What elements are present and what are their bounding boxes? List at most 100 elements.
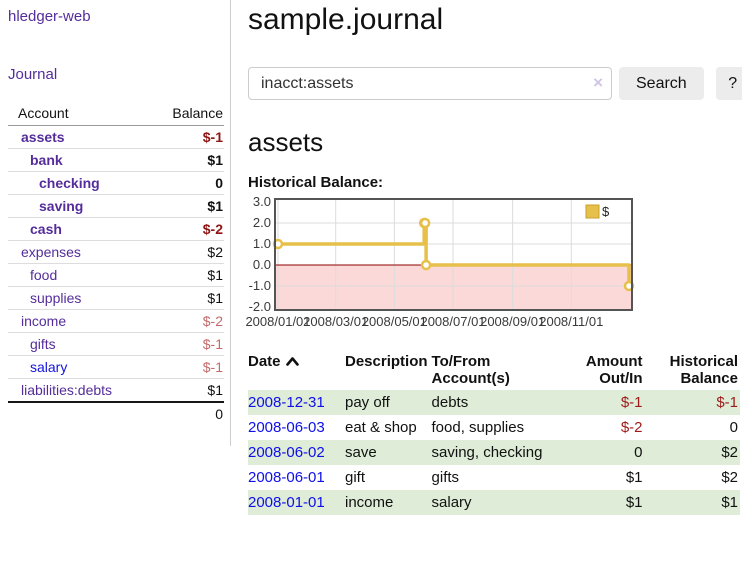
transaction-date-link[interactable]: 2008-01-01 — [248, 494, 325, 511]
search-input-wrap: × — [248, 67, 612, 100]
account-row: assets $-1 — [8, 125, 224, 149]
account-link-checking[interactable]: checking — [39, 175, 100, 191]
account-row: liabilities:debts $1 — [8, 378, 224, 403]
app-title-link[interactable]: hledger-web — [8, 8, 91, 25]
transaction-description: gift — [345, 469, 366, 486]
account-link-income[interactable]: income — [21, 313, 67, 329]
transaction-row[interactable]: 2008-12-31 pay off debts $-1 $-1 — [248, 390, 740, 415]
search-button[interactable]: Search — [619, 67, 704, 100]
transaction-row[interactable]: 2008-01-01 income salary $1 $1 — [248, 490, 740, 515]
transaction-date-link[interactable]: 2008-12-31 — [248, 394, 325, 411]
transaction-accounts: saving, checking — [431, 444, 543, 461]
transaction-row[interactable]: 2008-06-01 gift gifts $1 $2 — [248, 465, 740, 490]
account-row: food $1 — [8, 263, 224, 287]
transaction-amount: $-2 — [620, 419, 643, 436]
transaction-accounts: gifts — [431, 469, 460, 486]
transaction-date-link[interactable]: 2008-06-03 — [248, 419, 325, 436]
legend-label: $ — [602, 204, 610, 219]
x-tick-label: 2008/11/01 — [539, 314, 603, 329]
col-description: Description — [345, 353, 428, 370]
y-tick-label: 2.0 — [253, 215, 271, 230]
account-row: expenses $2 — [8, 240, 224, 264]
transaction-row[interactable]: 2008-06-03 eat & shop food, supplies $-2 0 — [248, 415, 740, 440]
transaction-balance: $2 — [721, 444, 738, 461]
transaction-amount: $-1 — [620, 394, 643, 411]
transaction-balance: $-1 — [716, 394, 738, 411]
account-link-saving[interactable]: saving — [39, 198, 84, 214]
account-balance: $1 — [143, 194, 224, 218]
page: hledger-web Journal Account Balance asse… — [0, 0, 742, 515]
account-balance: $1 — [143, 263, 224, 287]
transactions-table: Date Description To/From Account(s) Amou… — [248, 350, 740, 515]
account-row: supplies $1 — [8, 286, 224, 310]
transaction-description: eat & shop — [345, 419, 417, 436]
transaction-accounts: salary — [431, 494, 472, 511]
col-balance: Historical Balance — [669, 353, 738, 387]
transaction-amount: $1 — [625, 494, 643, 511]
account-row: saving $1 — [8, 194, 224, 218]
col-date[interactable]: Date — [248, 350, 345, 390]
transactions-header-row: Date Description To/From Account(s) Amou… — [248, 350, 740, 390]
y-tick-label: 3.0 — [253, 195, 271, 209]
col-amount: Amount Out/In — [585, 353, 643, 387]
y-tick-label: 1.0 — [253, 236, 271, 251]
sidebar-item-journal[interactable]: Journal — [8, 66, 58, 83]
accounts-header-account: Account — [8, 102, 144, 126]
account-link-food[interactable]: food — [30, 267, 58, 283]
accounts-table: Account Balance assets $-1 bank $1 checking 0… — [8, 102, 224, 425]
account-balance: $-1 — [143, 125, 224, 149]
transaction-description: income — [345, 494, 394, 511]
account-link-assets[interactable]: assets — [21, 129, 65, 145]
account-link-expenses[interactable]: expenses — [21, 244, 81, 260]
accounts-header-row: Account Balance — [8, 102, 224, 126]
transaction-date-link[interactable]: 2008-06-02 — [248, 444, 325, 461]
clear-search-icon[interactable]: × — [593, 73, 603, 92]
x-tick-label: 2008/09/01 — [480, 314, 545, 329]
transaction-description: pay off — [345, 394, 390, 411]
account-row: bank $1 — [8, 148, 224, 172]
account-balance: $2 — [143, 240, 224, 264]
search-form: × Search ? — [248, 67, 742, 100]
account-link-gifts[interactable]: gifts — [30, 336, 56, 352]
transaction-accounts: food, supplies — [431, 419, 525, 436]
y-tick-label: -1.0 — [249, 278, 271, 293]
page-title: sample.journal — [248, 3, 444, 36]
y-tick-label: -2.0 — [249, 299, 271, 314]
account-balance: $-2 — [143, 217, 224, 241]
x-tick-label: 2008/07/01 — [420, 314, 485, 329]
help-button[interactable]: ? — [715, 67, 742, 100]
transaction-row[interactable]: 2008-06-02 save saving, checking 0 $2 — [248, 440, 740, 465]
data-point-marker — [419, 217, 431, 229]
col-accounts: To/From Account(s) — [431, 353, 510, 387]
transaction-accounts: debts — [431, 394, 469, 411]
account-row: gifts $-1 — [8, 332, 224, 356]
account-link-supplies[interactable]: supplies — [30, 290, 82, 306]
search-input[interactable] — [248, 67, 612, 100]
y-tick-label: 0.0 — [253, 257, 271, 272]
account-row: income $-2 — [8, 309, 224, 333]
account-balance: $-1 — [143, 332, 224, 356]
accounts-total: 0 — [143, 401, 224, 425]
account-balance: $1 — [143, 286, 224, 310]
account-link-liabilities-debts[interactable]: liabilities:debts — [21, 382, 113, 398]
account-balance: $-2 — [143, 309, 224, 333]
transaction-date-link[interactable]: 2008-06-01 — [248, 469, 325, 486]
x-tick-label: 2008/01/01 — [245, 314, 310, 329]
transaction-amount: $1 — [625, 469, 643, 486]
transaction-amount: 0 — [634, 444, 643, 461]
account-balance: $-1 — [143, 355, 224, 379]
data-point-marker — [420, 259, 432, 271]
account-link-cash[interactable]: cash — [30, 221, 62, 237]
account-link-bank[interactable]: bank — [30, 152, 63, 168]
account-balance: $1 — [143, 148, 224, 172]
account-balance: $1 — [143, 378, 224, 403]
transaction-balance: 0 — [729, 419, 738, 436]
account-link-salary[interactable]: salary — [30, 359, 68, 375]
account-row: checking 0 — [8, 171, 224, 195]
historical-balance-chart: 3.0 2.0 1.0 0.0 -1.0 -2.0 2008/01/01 2008/03/01… — [240, 195, 742, 333]
transaction-balance: $1 — [721, 494, 738, 511]
account-title: assets — [248, 127, 324, 157]
transaction-balance: $2 — [721, 469, 738, 486]
sidebar: hledger-web Journal Account Balance asse… — [0, 0, 231, 446]
x-tick-label: 2008/03/01 — [303, 314, 368, 329]
